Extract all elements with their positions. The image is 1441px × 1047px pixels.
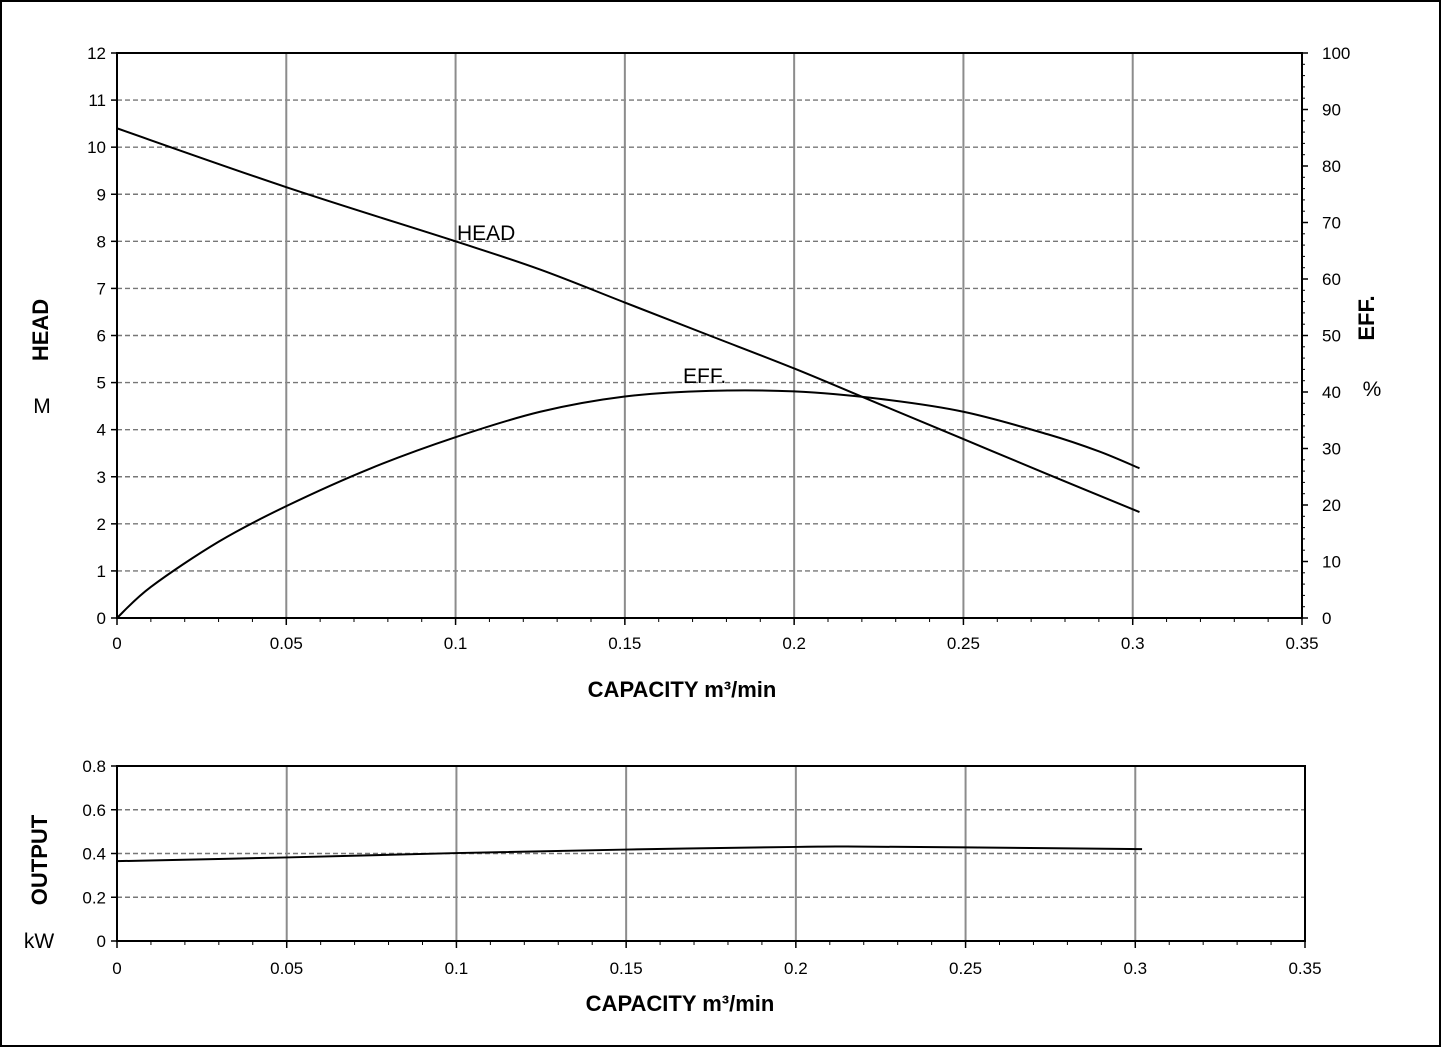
y-tick-label: 1 [97,562,106,581]
head-curve-label: HEAD [457,222,515,245]
y-tick-label: 0 [97,609,106,628]
y2-tick-label: 100 [1322,44,1350,63]
y2-tick-label: 90 [1322,101,1341,120]
x-tick-label: 0.2 [782,634,806,653]
y2-tick-label: 40 [1322,383,1341,402]
x-tick-label: 0.25 [949,959,982,978]
output-series [116,845,1143,863]
eff-y-axis-unit: % [1363,378,1382,401]
x-tick-label: 0.35 [1288,959,1321,978]
head-axis-ticks [111,52,1308,625]
y-tick-label: 2 [97,515,106,534]
output-y-axis-unit: kW [24,930,55,953]
y2-tick-label: 0 [1322,609,1331,628]
head-grid [117,53,1302,618]
head-eff-series [116,127,1140,619]
y-tick-label: 12 [87,44,106,63]
eff-y-axis-label: EFF. [1354,295,1379,340]
x-tick-label: 0.2 [784,959,808,978]
x-tick-label: 0.15 [610,959,643,978]
x-tick-label: 0.25 [947,634,980,653]
y-tick-label: 0.4 [82,845,106,864]
eff-curve-label: EFF. [683,365,726,388]
head-x-axis-label: CAPACITY m³/min [588,677,777,702]
series-line-0 [116,127,1140,513]
series-line-1 [116,389,1140,619]
y-tick-label: 9 [97,185,106,204]
x-tick-label: 0.05 [270,634,303,653]
x-tick-label: 0.3 [1121,634,1145,653]
output-y-axis-label: OUTPUT [27,814,52,905]
y-tick-label: 0 [97,932,106,951]
output-grid [117,766,1305,941]
x-tick-label: 0 [112,634,121,653]
output-x-axis-label: CAPACITY m³/min [586,991,775,1016]
y2-tick-label: 10 [1322,553,1341,572]
output-chart: 00.20.40.60.80 0.05 0.1 0.15 0.2 0.25 0.3 0.35 … [24,757,1322,1016]
y-tick-label: 0.8 [82,757,106,776]
y-tick-label: 6 [97,327,106,346]
x-tick-label: 0.35 [1285,634,1318,653]
x-tick-label: 0.1 [445,959,469,978]
x-tick-label: 0 [112,959,121,978]
series-line-0 [116,845,1143,863]
y-tick-label: 3 [97,468,106,487]
head-y-axis-label: HEAD [28,299,53,361]
y-tick-label: 8 [97,232,106,251]
x-tick-label: 0.1 [444,634,468,653]
output-axis-ticks [111,765,1306,948]
y-tick-label: 0.6 [82,801,106,820]
x-tick-label: 0.3 [1123,959,1147,978]
y2-tick-label: 50 [1322,327,1341,346]
head-y-axis-unit: M [33,395,51,418]
y2-tick-label: 30 [1322,440,1341,459]
y2-tick-label: 60 [1322,270,1341,289]
y2-tick-label: 20 [1322,496,1341,515]
x-tick-label: 0.15 [608,634,641,653]
output-tick-labels: 0 0.2 0.4 0.6 0.8 0 0.05 0.1 0.15 0.2 0.25 0.3 0.35 [82,757,1321,978]
y2-tick-label: 80 [1322,157,1341,176]
y2-tick-label: 70 [1322,214,1341,233]
y-tick-label: 5 [97,374,106,393]
y-tick-label: 7 [97,279,106,298]
y-tick-label: 0.2 [82,888,106,907]
y-tick-label: 4 [97,421,106,440]
y-tick-label: 11 [88,91,106,110]
y-tick-label: 10 [87,138,106,157]
x-tick-label: 0.05 [270,959,303,978]
